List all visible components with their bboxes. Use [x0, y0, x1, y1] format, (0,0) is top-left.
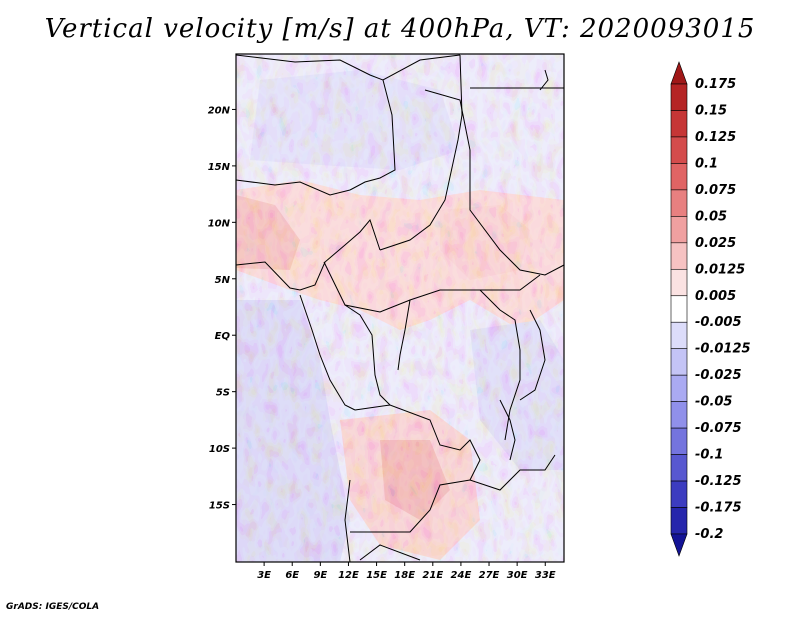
- border-drc-inner: [397, 299, 411, 371]
- colorbar-label: -0.005: [695, 315, 742, 330]
- colorbar-segment: [670, 268, 688, 297]
- lon-tick-label: 27E: [479, 570, 500, 581]
- velocity-field: [236, 54, 564, 562]
- lon-tick-label: 12E: [338, 570, 359, 581]
- lon-tick-label: 9E: [313, 570, 327, 581]
- colorbar-segment: [670, 242, 688, 270]
- coast-gabon-angola: [299, 294, 356, 411]
- colorbar-label: -0.125: [695, 474, 742, 489]
- latitude-axis: 20N 15N 10N 5N EQ 5S 10S 15S: [208, 105, 236, 512]
- border-car-drc: [323, 261, 541, 313]
- colorbar-segment: [670, 189, 688, 217]
- colorbar-label: 0.05: [695, 209, 727, 224]
- lat-tick-label: 5S: [216, 388, 230, 399]
- border-coast-gulf: [236, 218, 381, 291]
- colorbar-segment: [670, 83, 688, 111]
- lake-tanganyika: [499, 399, 516, 461]
- colorbar-label: 0.15: [695, 103, 727, 118]
- colorbar-label: -0.075: [695, 421, 742, 436]
- lon-tick-label: 18E: [394, 570, 415, 581]
- colorbar-label: 0.075: [695, 183, 736, 198]
- colorbar-label: -0.1: [695, 448, 723, 463]
- colorbar-label: -0.175: [695, 501, 742, 516]
- colorbar-segment: [670, 163, 688, 191]
- lon-tick-label: 33E: [535, 570, 556, 581]
- colorbar-label: 0.175: [695, 77, 736, 92]
- colorbar-label: 0.005: [695, 289, 736, 304]
- colorbar-bottom-triangle: [670, 533, 688, 557]
- longitude-axis: 3E 6E 9E 12E 15E 18E 21E 24E 27E 30E 33E: [257, 562, 556, 581]
- chart-title: Vertical velocity [m/s] at 400hPa, VT: 2…: [44, 14, 756, 44]
- lat-tick-label: 10N: [208, 218, 231, 229]
- lat-tick-label: 5N: [215, 275, 231, 286]
- colorbar-segment: [670, 454, 688, 482]
- colorbar-label: 0.1: [695, 156, 718, 171]
- colorbar-label: 0.025: [695, 236, 736, 251]
- colorbar-label: -0.2: [695, 527, 723, 542]
- lon-tick-label: 21E: [422, 570, 443, 581]
- border-angola-zambia: [354, 404, 481, 481]
- grads-credit: GrADS: IGES/COLA: [6, 602, 100, 612]
- border-lake-region: [519, 309, 546, 401]
- colorbar-label: 0.0125: [695, 262, 745, 277]
- map-frame: [235, 53, 565, 563]
- border-sahel: [236, 179, 351, 196]
- colorbar-label: 0.125: [695, 130, 736, 145]
- colorbar-segment: [670, 401, 688, 429]
- colorbar-segment: [670, 321, 688, 350]
- lon-tick-label: 15E: [366, 570, 387, 581]
- colorbar-top-triangle: [670, 61, 688, 85]
- border-drc-east: [479, 289, 521, 441]
- border-niger-chad: [349, 79, 396, 191]
- border-north: [236, 54, 461, 81]
- border-south: [359, 544, 421, 561]
- lat-tick-label: EQ: [215, 331, 231, 342]
- lon-tick-label: 6E: [285, 570, 299, 581]
- colorbar-label: -0.05: [695, 395, 732, 410]
- colorbar-segment: [670, 348, 688, 376]
- colorbar-segment: [670, 136, 688, 164]
- colorbar-segment: [670, 427, 688, 455]
- lon-tick-label: 24E: [451, 570, 472, 581]
- lon-tick-label: 3E: [257, 570, 271, 581]
- colorbar-segment: [670, 480, 688, 508]
- border-namibia-zambia: [350, 454, 556, 533]
- country-borders: [236, 54, 564, 562]
- colorbar-segment: [670, 507, 688, 535]
- coast-red-sea: [539, 69, 549, 91]
- border-chad-sudan: [379, 54, 463, 251]
- field-texture: [236, 54, 564, 562]
- border-congo-drc: [344, 304, 391, 406]
- border-angola-west: [344, 479, 351, 562]
- border-sudan: [424, 89, 564, 276]
- lat-tick-label: 15N: [208, 162, 231, 173]
- lat-tick-label: 10S: [209, 444, 230, 455]
- colorbar: 0.175 0.15 0.125 0.1 0.075 0.05 0.025 0.0125 0.0…: [670, 61, 751, 557]
- colorbar-segment: [670, 110, 688, 138]
- colorbar-segment: [670, 216, 688, 244]
- colorbar-segment: [670, 374, 688, 402]
- colorbar-segment: [670, 295, 688, 323]
- colorbar-label: -0.025: [695, 368, 742, 383]
- lat-tick-label: 20N: [208, 105, 231, 116]
- colorbar-label: -0.0125: [695, 342, 751, 357]
- lat-tick-label: 15S: [209, 501, 230, 512]
- lon-tick-label: 30E: [507, 570, 528, 581]
